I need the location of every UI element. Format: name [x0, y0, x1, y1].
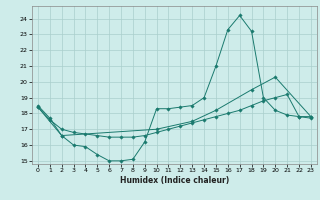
X-axis label: Humidex (Indice chaleur): Humidex (Indice chaleur) — [120, 176, 229, 185]
